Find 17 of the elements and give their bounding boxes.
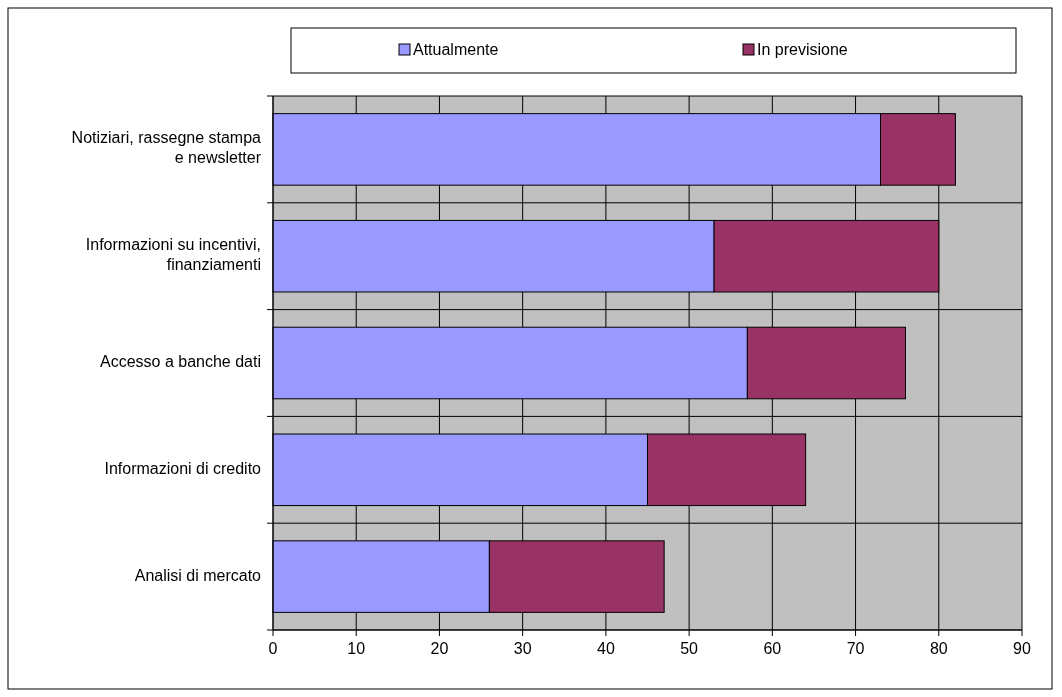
y-tick-label: Informazioni su incentivi, finanziamenti bbox=[85, 236, 261, 274]
y-tick-label: Accesso a banche dati bbox=[100, 353, 261, 371]
x-tick-label: 10 bbox=[347, 640, 366, 657]
x-tick-label: 0 bbox=[268, 640, 278, 657]
y-tick-label: Notiziari, rassegne stampa e newsletter bbox=[71, 129, 262, 167]
x-tick-label: 20 bbox=[430, 640, 449, 657]
x-tick-label: 60 bbox=[763, 640, 782, 657]
y-tick-label: Analisi di mercato bbox=[134, 566, 262, 584]
x-tick-label: 50 bbox=[680, 640, 699, 657]
x-tick-label: 40 bbox=[596, 640, 615, 657]
y-tick-label: Informazioni di credito bbox=[104, 460, 262, 478]
x-tick-label: 30 bbox=[513, 640, 532, 657]
legend-label: In previsione bbox=[757, 41, 848, 58]
x-tick-label: 80 bbox=[929, 640, 948, 657]
legend-label: Attualmente bbox=[413, 41, 499, 58]
x-tick-label: 70 bbox=[846, 640, 865, 657]
x-tick-label: 90 bbox=[1013, 640, 1031, 657]
